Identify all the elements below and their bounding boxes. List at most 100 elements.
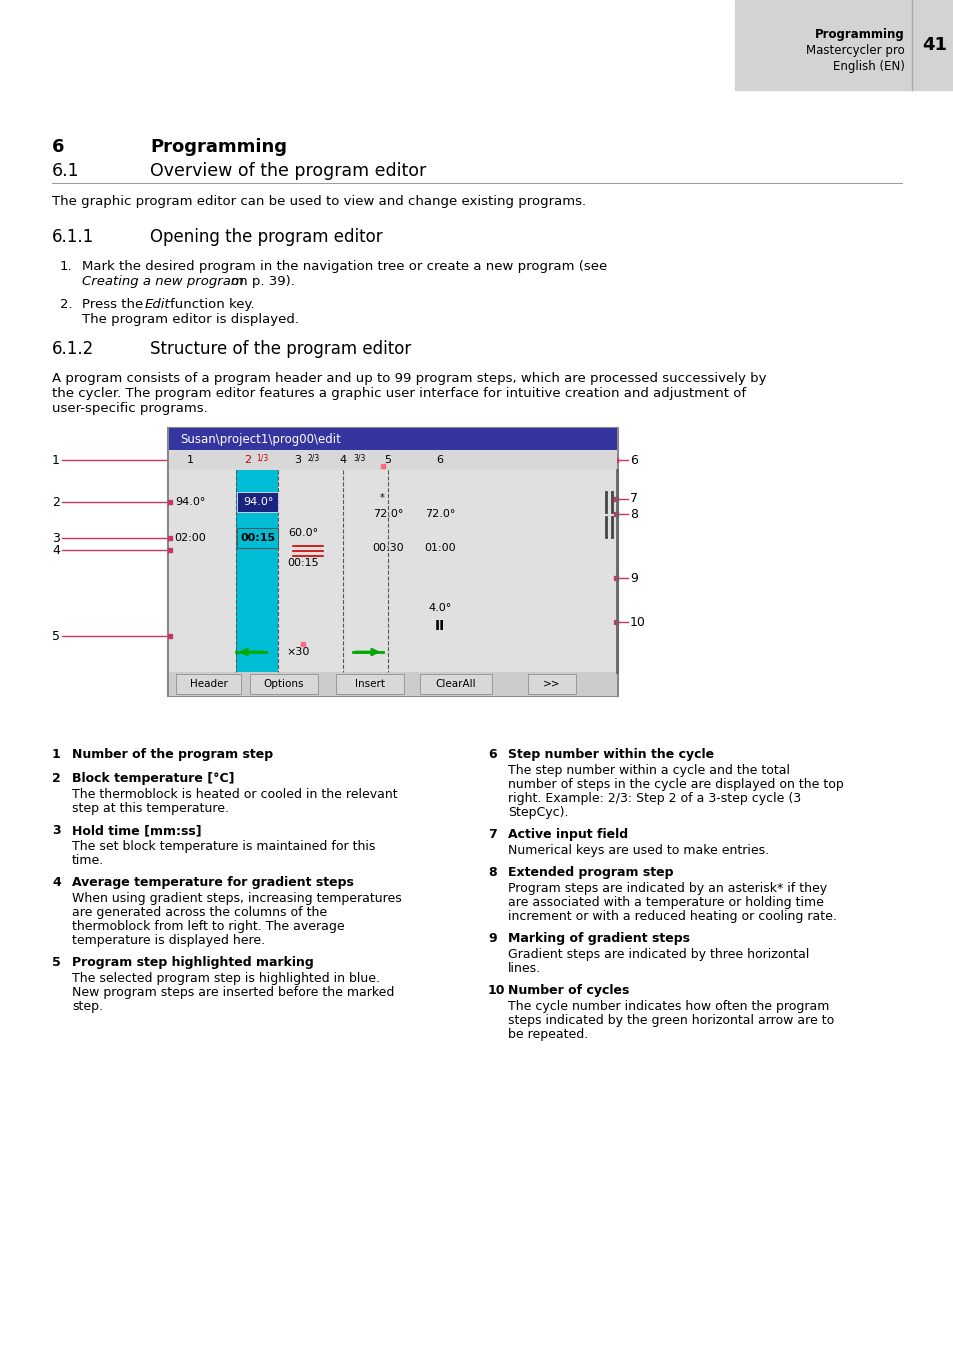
Text: 7: 7 [629,493,638,505]
Text: 41: 41 [922,36,946,54]
Text: 6.1.1: 6.1.1 [52,228,94,246]
Text: step at this temperature.: step at this temperature. [71,802,229,815]
Bar [236,491,277,512]
Text: Marking of gradient steps: Marking of gradient steps [507,931,689,945]
Text: When using gradient steps, increasing temperatures: When using gradient steps, increasing te… [71,892,401,904]
Text: be repeated.: be repeated. [507,1027,588,1041]
Text: Susan\project1\prog00\edit: Susan\project1\prog00\edit [180,433,340,447]
Text: Number of the program step: Number of the program step [71,748,273,761]
Text: Program step highlighted marking: Program step highlighted marking [71,956,314,969]
Text: Programming: Programming [150,138,287,157]
Text: 3: 3 [52,532,60,544]
Text: Active input field: Active input field [507,828,627,841]
Text: The set block temperature is maintained for this: The set block temperature is maintained … [71,840,375,853]
Bar [169,450,617,672]
Text: Number of cycles: Number of cycles [507,984,629,998]
Text: 6: 6 [52,138,65,157]
Text: Numerical keys are used to make entries.: Numerical keys are used to make entries. [507,844,768,857]
Text: 1: 1 [52,454,60,467]
Text: Insert: Insert [355,679,385,688]
Text: Hold time [mm:ss]: Hold time [mm:ss] [71,824,201,837]
Text: 6.1.2: 6.1.2 [52,340,94,358]
Text: 00:15: 00:15 [240,533,275,543]
Text: The program editor is displayed.: The program editor is displayed. [82,313,298,325]
Bar [419,674,492,694]
Text: Program steps are indicated by an asterisk* if they: Program steps are indicated by an asteri… [507,882,826,895]
Text: 3: 3 [52,824,61,837]
Text: 1.: 1. [60,261,72,273]
Text: user-specific programs.: user-specific programs. [52,402,208,414]
Text: 6: 6 [436,455,443,464]
Text: 6: 6 [488,748,497,761]
Text: Structure of the program editor: Structure of the program editor [150,340,411,358]
Text: 6.1: 6.1 [52,162,79,180]
Text: 60.0°: 60.0° [288,528,317,539]
Text: The selected program step is highlighted in blue.: The selected program step is highlighted… [71,972,379,986]
Bar [175,674,241,694]
Text: Creating a new program: Creating a new program [82,275,244,288]
Text: 6: 6 [629,454,638,467]
Text: 2.: 2. [60,298,72,311]
Text: Mastercycler pro: Mastercycler pro [805,45,904,57]
Text: 2: 2 [52,772,61,784]
Text: are associated with a temperature or holding time: are associated with a temperature or hol… [507,896,823,909]
Text: 94.0°: 94.0° [174,497,205,508]
Bar [169,672,617,697]
Text: 5: 5 [52,956,61,969]
Text: temperature is displayed here.: temperature is displayed here. [71,934,265,946]
Text: >>: >> [542,679,560,688]
Bar [335,674,403,694]
Bar [527,674,576,694]
Text: Opening the program editor: Opening the program editor [150,228,382,246]
Text: The graphic program editor can be used to view and change existing programs.: The graphic program editor can be used t… [52,194,585,208]
Text: 4: 4 [339,455,346,464]
Text: 2/3: 2/3 [308,454,320,463]
Text: step.: step. [71,1000,103,1012]
Bar [169,428,617,450]
Text: 8: 8 [488,865,497,879]
Text: 02:00: 02:00 [174,533,206,543]
Text: number of steps in the cycle are displayed on the top: number of steps in the cycle are display… [507,778,842,791]
Text: 9: 9 [629,571,638,585]
Text: Average temperature for gradient steps: Average temperature for gradient steps [71,876,354,890]
Text: 00:30: 00:30 [372,543,403,554]
Text: are generated across the columns of the: are generated across the columns of the [71,906,327,919]
Text: ClearAll: ClearAll [436,679,476,688]
Text: 72.0°: 72.0° [424,509,455,518]
Text: The thermoblock is heated or cooled in the relevant: The thermoblock is heated or cooled in t… [71,788,397,801]
Text: The step number within a cycle and the total: The step number within a cycle and the t… [507,764,789,778]
Text: 72.0°: 72.0° [373,509,403,518]
Text: Options: Options [263,679,304,688]
Text: 01:00: 01:00 [424,543,456,554]
Bar [734,0,953,90]
Text: 4: 4 [52,544,60,556]
Text: 00:15: 00:15 [287,558,318,568]
Text: 10: 10 [488,984,505,998]
Text: Mark the desired program in the navigation tree or create a new program (see: Mark the desired program in the navigati… [82,261,611,273]
Text: New program steps are inserted before the marked: New program steps are inserted before th… [71,986,394,999]
Text: Extended program step: Extended program step [507,865,673,879]
Text: right. Example: 2/3: Step 2 of a 3-step cycle (3: right. Example: 2/3: Step 2 of a 3-step … [507,792,801,805]
Text: steps indicated by the green horizontal arrow are to: steps indicated by the green horizontal … [507,1014,833,1027]
Text: Header: Header [190,679,227,688]
Text: StepCyc).: StepCyc). [507,806,568,819]
Text: on p. 39).: on p. 39). [231,275,294,288]
Text: time.: time. [71,855,104,867]
Text: 3/3: 3/3 [353,454,365,463]
Text: 8: 8 [629,508,638,521]
Text: *: * [379,493,384,504]
Bar [236,528,277,548]
Bar [250,674,317,694]
Text: 3: 3 [294,455,301,464]
Text: ×30: ×30 [286,647,310,657]
Text: The cycle number indicates how often the program: The cycle number indicates how often the… [507,1000,828,1012]
Text: II: II [435,620,445,633]
Bar [168,428,618,697]
Text: 5: 5 [384,455,391,464]
Text: Block temperature [°C]: Block temperature [°C] [71,772,234,784]
Text: 4: 4 [52,876,61,890]
Text: Press the: Press the [82,298,148,311]
Text: Edit: Edit [145,298,171,311]
Text: 2: 2 [244,455,251,464]
Text: Programming: Programming [815,28,904,40]
